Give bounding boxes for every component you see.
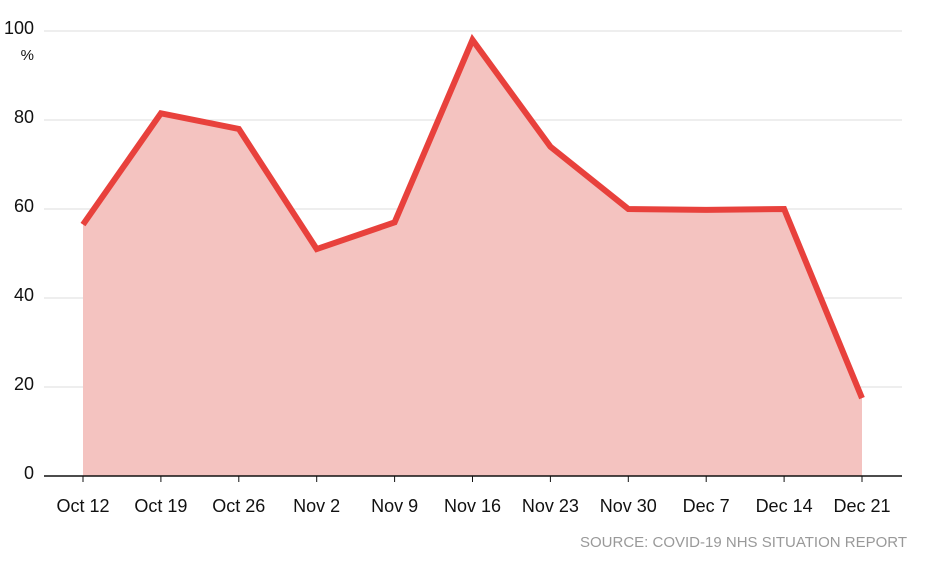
line: [80, 33, 865, 400]
y-tick-label: 100: [4, 18, 34, 38]
x-tick-label: Nov 23: [522, 496, 579, 516]
y-tick-label: 20: [14, 374, 34, 394]
x-tick-label: Nov 16: [444, 496, 501, 516]
x-tick-label: Oct 26: [212, 496, 265, 516]
x-tick-label: Nov 2: [293, 496, 340, 516]
x-tick-label: Oct 12: [56, 496, 109, 516]
x-tick-label: Nov 30: [600, 496, 657, 516]
source-note: SOURCE: COVID-19 NHS SITUATION REPORT: [580, 534, 907, 551]
y-unit: %: [21, 47, 34, 64]
x-tick-label: Dec 7: [683, 496, 730, 516]
y-tick-label: 80: [14, 107, 34, 127]
y-tick-label: 0: [24, 463, 34, 483]
y-tick-label: 60: [14, 196, 34, 216]
x-tick-label: Dec 21: [833, 496, 890, 516]
x-tick-label: Dec 14: [756, 496, 813, 516]
area-fill: [83, 39, 862, 477]
y-tick-label: 40: [14, 285, 34, 305]
x-tick-label: Nov 9: [371, 496, 418, 516]
x-tick-label: Oct 19: [134, 496, 187, 516]
